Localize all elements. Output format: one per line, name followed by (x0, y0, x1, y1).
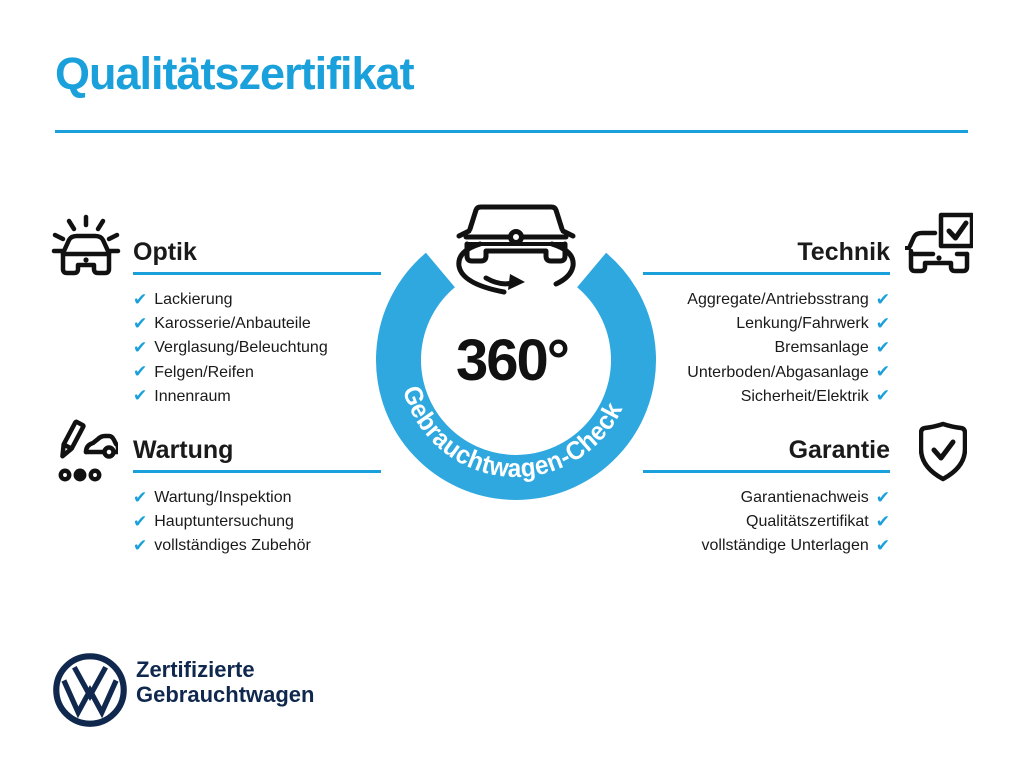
section-underline-optik (133, 272, 381, 275)
checklist-item-label: Lackierung (154, 291, 233, 309)
checklist-item: ✔ vollständige Unterlagen (702, 534, 890, 558)
checklist-item-label: vollständiges Zubehör (154, 537, 311, 555)
checklist-item-label: Hauptuntersuchung (154, 513, 294, 531)
checklist-item-label: Innenraum (154, 387, 231, 405)
shield-check-icon (919, 421, 967, 483)
page-title: Qualitätszertifikat (55, 48, 415, 99)
badge-ring (376, 252, 656, 500)
checklist-item: ✔ Hauptuntersuchung (133, 510, 311, 534)
checklist-item: ✔ Aggregate/Antriebsstrang (687, 288, 890, 312)
check-icon: ✔ (133, 386, 148, 407)
checklist-item-label: vollständige Unterlagen (701, 537, 869, 555)
checklist-optik: ✔ Lackierung ✔ Karosserie/Anbauteile ✔ V… (133, 288, 328, 409)
brand-line-1: Zertifizierte (136, 657, 255, 682)
car-rotation-icon (456, 204, 576, 295)
checklist-item: ✔ Lackierung (133, 288, 328, 312)
checklist-item-label: Felgen/Reifen (154, 363, 254, 381)
checklist-item: ✔ Bremsanlage (774, 336, 890, 360)
checklist-item-label: Wartung/Inspektion (154, 489, 292, 507)
checklist-item-label: Aggregate/Antriebsstrang (687, 291, 869, 309)
check-icon: ✔ (875, 511, 890, 532)
check-icon: ✔ (875, 313, 890, 334)
title-divider (55, 130, 968, 133)
checklist-item: ✔ Sicherheit/Elektrik (741, 385, 890, 409)
badge-degree-label: 360° (456, 328, 568, 393)
check-icon: ✔ (133, 535, 148, 556)
section-title-optik: Optik (133, 238, 197, 266)
check-icon: ✔ (133, 313, 148, 334)
checklist-item-label: Lenkung/Fahrwerk (736, 315, 869, 333)
check-icon: ✔ (133, 289, 148, 310)
checklist-item-label: Unterboden/Abgasanlage (687, 363, 869, 381)
section-title-technik: Technik (797, 238, 890, 266)
checklist-item: ✔ Wartung/Inspektion (133, 486, 311, 510)
checklist-item: ✔ Karosserie/Anbauteile (133, 312, 328, 336)
section-title-wartung: Wartung (133, 436, 234, 464)
check-icon: ✔ (875, 337, 890, 358)
checklist-item: ✔ Lenkung/Fahrwerk (736, 312, 890, 336)
section-title-garantie: Garantie (788, 436, 890, 464)
checklist-garantie: ✔ Garantienachweis ✔ Qualitätszertifikat… (702, 486, 890, 559)
check-icon: ✔ (875, 386, 890, 407)
checklist-item-label: Bremsanlage (774, 339, 869, 357)
360-check-badge: Gebrauchtwagen-Check 360° (366, 196, 666, 516)
check-icon: ✔ (133, 337, 148, 358)
check-icon: ✔ (875, 362, 890, 383)
sparkling-car-icon (50, 214, 122, 278)
checklist-item: ✔ Innenraum (133, 385, 328, 409)
checklist-item: ✔ Unterboden/Abgasanlage (687, 361, 890, 385)
pencil-car-icon (48, 419, 118, 483)
checklist-item-label: Garantienachweis (740, 489, 869, 507)
section-underline-wartung (133, 470, 381, 473)
section-underline-technik (643, 272, 890, 275)
check-icon: ✔ (875, 289, 890, 310)
checklist-item: ✔ Qualitätszertifikat (746, 510, 890, 534)
check-icon: ✔ (875, 487, 890, 508)
checklist-item-label: Qualitätszertifikat (746, 513, 869, 531)
car-checkbox-icon (905, 212, 973, 274)
checklist-item: ✔ vollständiges Zubehör (133, 534, 311, 558)
checklist-item-label: Sicherheit/Elektrik (740, 387, 869, 405)
check-icon: ✔ (875, 535, 890, 556)
check-icon: ✔ (133, 511, 148, 532)
brand-line-2: Gebrauchtwagen (136, 682, 315, 707)
checklist-item-label: Karosserie/Anbauteile (154, 315, 311, 333)
checklist-item-label: Verglasung/Beleuchtung (154, 339, 328, 357)
checklist-wartung: ✔ Wartung/Inspektion ✔ Hauptuntersuchung… (133, 486, 311, 559)
brand-wordmark: Zertifizierte Gebrauchtwagen (136, 657, 314, 707)
vw-logo (52, 652, 128, 728)
check-icon: ✔ (133, 487, 148, 508)
checklist-item: ✔ Garantienachweis (741, 486, 890, 510)
checklist-item: ✔ Verglasung/Beleuchtung (133, 336, 328, 360)
check-icon: ✔ (133, 362, 148, 383)
section-underline-garantie (643, 470, 890, 473)
checklist-item: ✔ Felgen/Reifen (133, 361, 328, 385)
checklist-technik: ✔ Aggregate/Antriebsstrang ✔ Lenkung/Fah… (687, 288, 890, 409)
